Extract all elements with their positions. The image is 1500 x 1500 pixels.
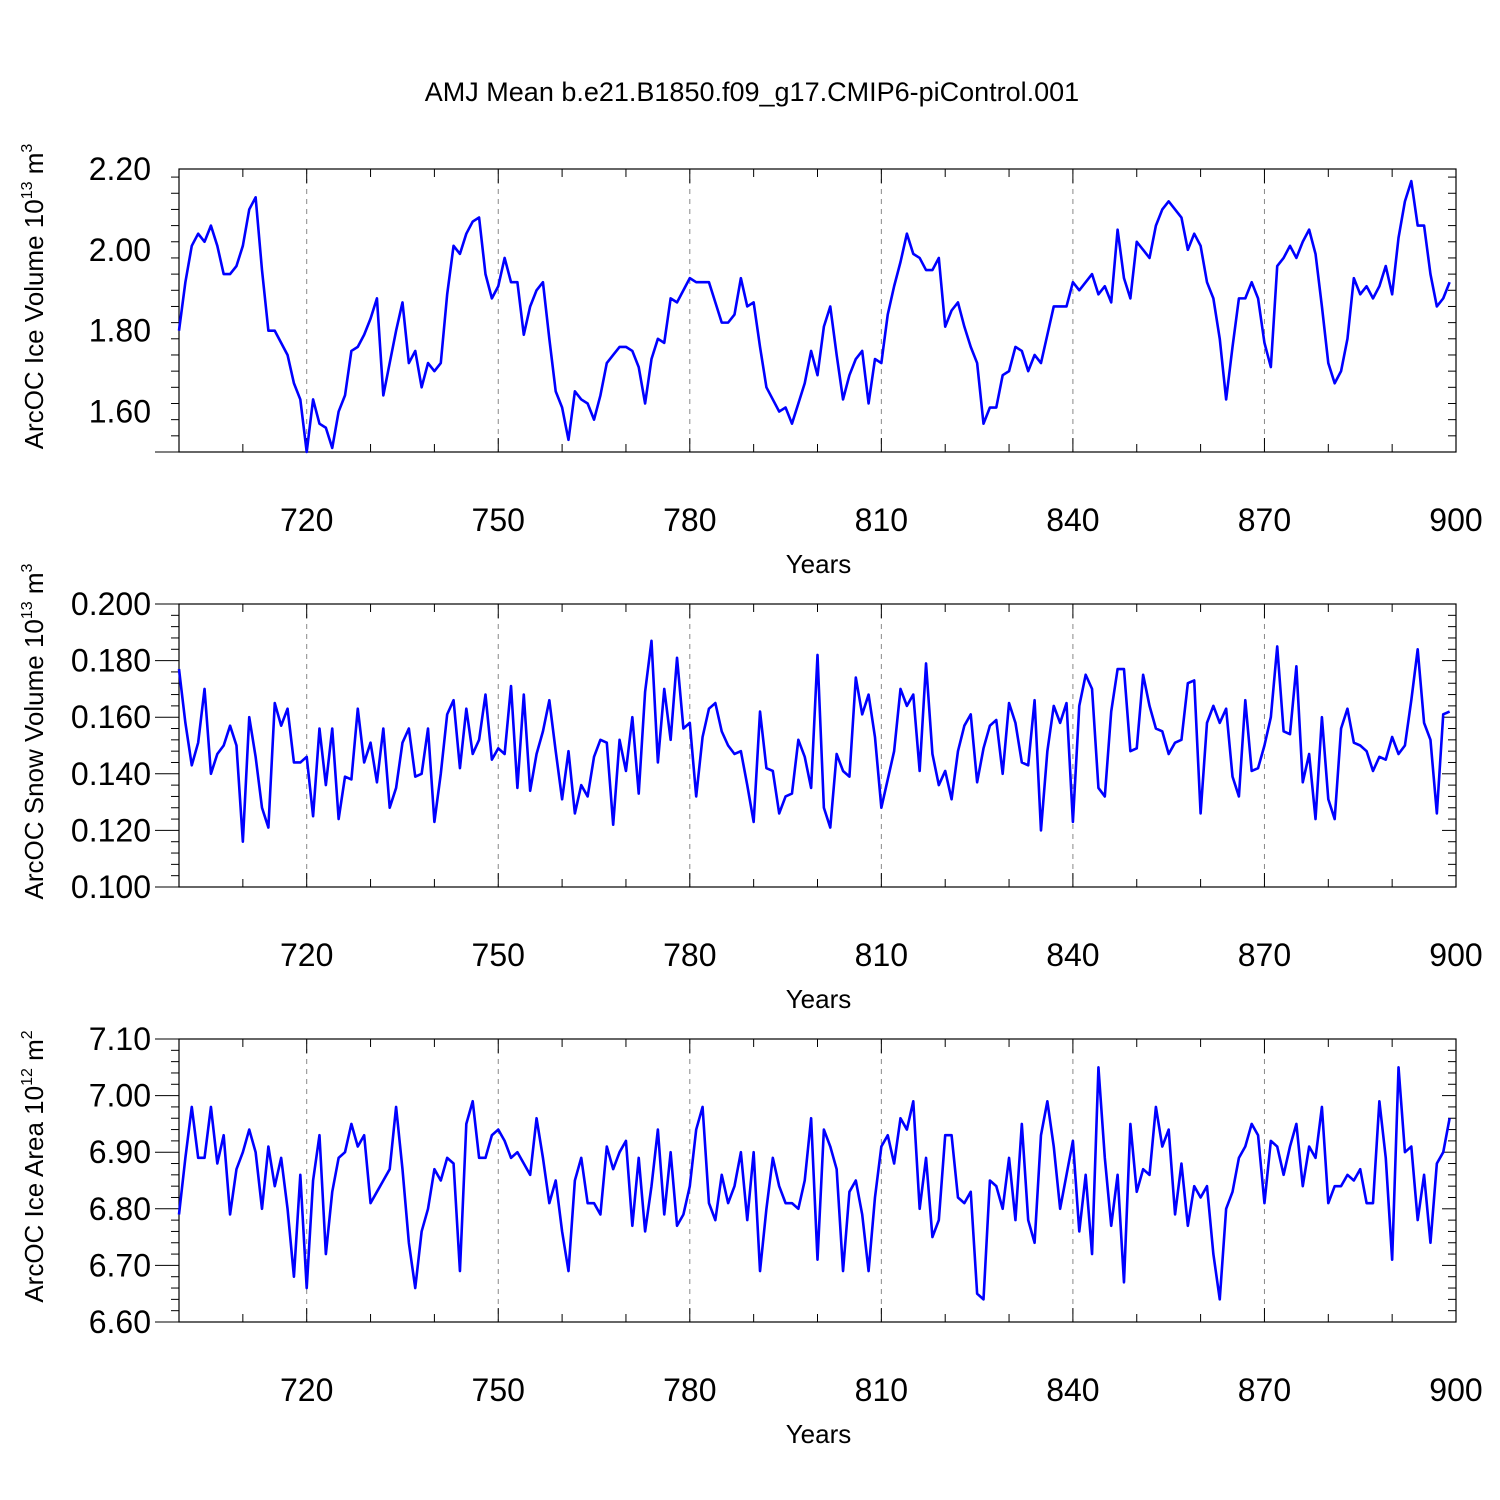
y-axis-title-unit-exponent: 2	[19, 1030, 36, 1039]
panels: 1.60 1.80 2.00 2.20 720 750 780 810 840 870 900 Yea…	[19, 144, 1483, 1449]
y-axis-title-exponent: 12	[19, 1068, 36, 1086]
y-axis-title-text: ArcOC Snow Volume 10	[19, 619, 49, 899]
x-axis-title: Years	[786, 1419, 852, 1449]
y-tick-label: 1.60	[89, 394, 151, 430]
y-tick-label: 6.60	[89, 1304, 151, 1340]
series-line-ice-area	[177, 1066, 1451, 1301]
x-tick-label: 870	[1238, 502, 1291, 538]
y-axis-title-unit: m	[19, 153, 49, 182]
y-axis-title-unit: m	[19, 1039, 49, 1068]
y-axis-title: ArcOC Snow Volume 1013 m3	[19, 563, 49, 899]
x-tick-label: 750	[472, 502, 525, 538]
x-tick-label: 810	[855, 1372, 908, 1408]
x-tick-label: 780	[663, 502, 716, 538]
figure-title: AMJ Mean b.e21.B1850.f09_g17.CMIP6-piCon…	[425, 77, 1079, 107]
y-tick-label: 6.80	[89, 1191, 151, 1227]
y-tick-label: 0.140	[71, 756, 151, 792]
y-tick-label: 2.20	[89, 151, 151, 187]
y-tick-label: 0.180	[71, 643, 151, 679]
x-tick-label: 780	[663, 1372, 716, 1408]
x-tick-label: 720	[280, 502, 333, 538]
y-tick-label: 0.100	[71, 869, 151, 905]
x-tick-label: 720	[280, 937, 333, 973]
x-tick-label: 840	[1046, 937, 1099, 973]
y-axis-title-unit-exponent: 3	[19, 144, 36, 153]
y-tick-label: 2.00	[89, 232, 151, 268]
y-axis-title-exponent: 13	[19, 181, 36, 199]
y-tick-label: 0.200	[71, 586, 151, 622]
x-tick-label: 900	[1429, 1372, 1482, 1408]
y-tick-label: 1.80	[89, 313, 151, 349]
panel-snow-volume: 0.100 0.120 0.140 0.160 0.180 0.200 720 750 780 8…	[19, 563, 1483, 1014]
series-line-snow-volume	[177, 639, 1451, 844]
y-axis-title-text: ArcOC Ice Volume 10	[19, 199, 49, 449]
panel-ice-volume: 1.60 1.80 2.00 2.20 720 750 780 810 840 870 900 Yea…	[19, 144, 1483, 579]
y-axis-title-text: ArcOC Ice Area 10	[19, 1086, 49, 1303]
y-tick-label: 7.00	[89, 1078, 151, 1114]
x-tick-label: 780	[663, 937, 716, 973]
panel-ice-area: 6.60 6.70 6.80 6.90 7.00 7.10 720 750 780 810 840 8…	[19, 1021, 1483, 1449]
x-tick-label: 870	[1238, 1372, 1291, 1408]
x-tick-label: 870	[1238, 937, 1291, 973]
y-tick-label: 6.70	[89, 1247, 151, 1283]
y-tick-label: 7.10	[89, 1021, 151, 1057]
x-tick-label: 840	[1046, 1372, 1099, 1408]
x-tick-label: 810	[855, 502, 908, 538]
x-tick-label: 750	[472, 937, 525, 973]
x-tick-label: 840	[1046, 502, 1099, 538]
y-axis-title: ArcOC Ice Volume 1013 m3	[19, 144, 49, 450]
y-tick-label: 0.160	[71, 699, 151, 735]
x-axis-title: Years	[786, 549, 852, 579]
x-tick-label: 900	[1429, 502, 1482, 538]
x-tick-label: 810	[855, 937, 908, 973]
x-tick-label: 720	[280, 1372, 333, 1408]
y-axis-title-exponent: 13	[19, 601, 36, 619]
y-axis-title-unit-exponent: 3	[19, 563, 36, 572]
x-axis-title: Years	[786, 984, 852, 1014]
y-axis-title-unit: m	[19, 572, 49, 601]
y-tick-label: 6.90	[89, 1134, 151, 1170]
series-line-ice-volume	[177, 179, 1451, 454]
y-axis-title: ArcOC Ice Area 1012 m2	[19, 1030, 49, 1302]
x-tick-label: 900	[1429, 937, 1482, 973]
x-tick-label: 750	[472, 1372, 525, 1408]
y-tick-label: 0.120	[71, 812, 151, 848]
